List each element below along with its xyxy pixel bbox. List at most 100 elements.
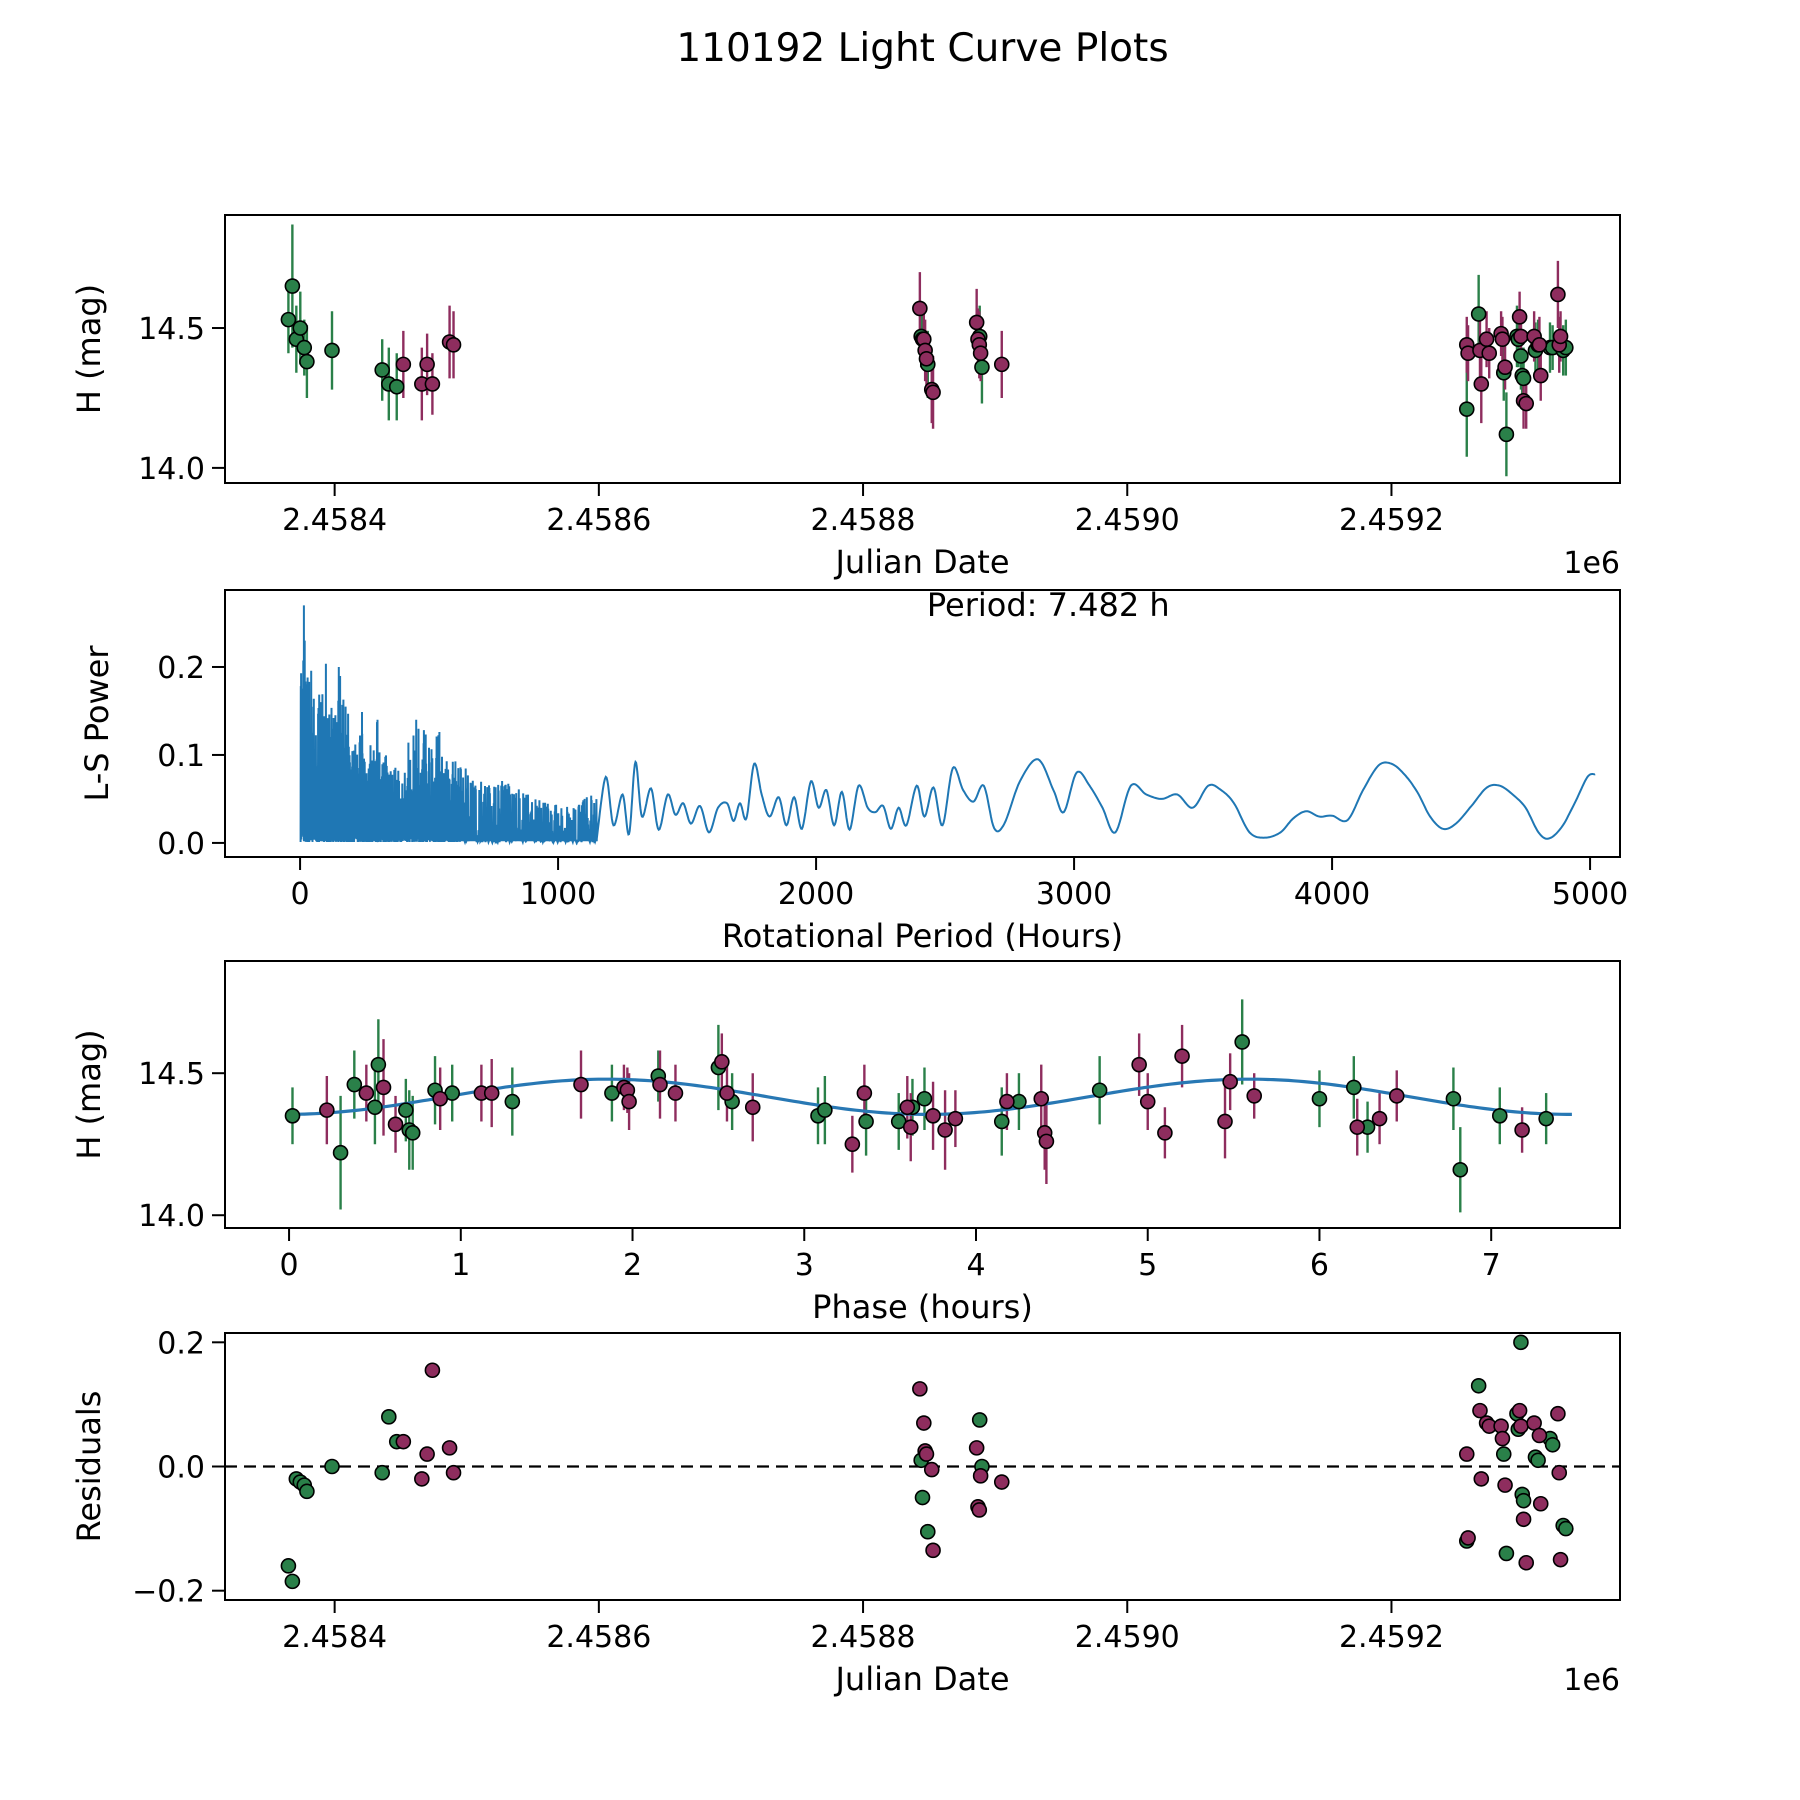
data-point-green <box>919 1523 936 1540</box>
data-point-maroon <box>1460 1530 1476 1546</box>
axis-offset-label: 1e6 <box>1563 1663 1620 1698</box>
data-point-green <box>324 1458 340 1475</box>
axis-offset-label: 1e6 <box>1563 546 1620 581</box>
data-point-maroon <box>902 1119 919 1135</box>
y-tick-label: 14.5 <box>138 1057 205 1092</box>
data-point-green <box>1470 1377 1487 1394</box>
data-point-maroon <box>1550 286 1566 303</box>
data-point-maroon <box>1033 1090 1050 1107</box>
data-point-maroon <box>1513 328 1529 345</box>
data-point-maroon <box>844 1136 861 1153</box>
y-axis-label: L-S Power <box>78 645 116 802</box>
x-tick-label: 2.4592 <box>1339 503 1444 538</box>
data-point-green <box>299 1483 315 1500</box>
data-point-green <box>504 1093 521 1110</box>
data-point-green <box>993 1113 1010 1130</box>
data-point-maroon <box>744 1099 761 1116</box>
data-point-maroon <box>918 350 935 367</box>
data-point-green <box>332 1144 349 1161</box>
data-point-maroon <box>1217 1113 1233 1130</box>
data-point-green <box>398 1102 414 1118</box>
data-point-maroon <box>419 356 435 373</box>
x-tick-label: 2.4586 <box>546 1620 651 1655</box>
data-point-green <box>916 1090 933 1107</box>
data-point-maroon <box>993 1474 1010 1490</box>
data-point-green <box>1498 426 1515 443</box>
figure-title: 110192 Light Curve Plots <box>676 26 1169 71</box>
y-tick-label: 0.2 <box>157 1326 205 1361</box>
data-point-maroon <box>1550 1405 1566 1422</box>
data-point-maroon <box>937 1122 953 1138</box>
data-point-maroon <box>1131 1056 1147 1073</box>
data-point-green <box>1091 1082 1108 1099</box>
x-tick-label: 2.4592 <box>1339 1620 1444 1655</box>
data-point-maroon <box>483 1085 500 1101</box>
data-point-green <box>1515 370 1532 387</box>
x-tick-label: 5 <box>1138 1248 1157 1283</box>
data-point-green <box>367 1099 383 1116</box>
plot-residuals: 2.4584 2.4586 2.4588 2.4590 2.4592 −0.2 0.0 0.2… <box>70 1326 1621 1698</box>
x-tick-label: 2.4584 <box>282 503 387 538</box>
x-tick-label: 3000 <box>1036 877 1112 912</box>
x-tick-label: 2.4586 <box>546 503 651 538</box>
data-point-green <box>1558 1520 1574 1537</box>
data-point-maroon <box>1551 1464 1568 1481</box>
data-point-maroon <box>414 1471 430 1487</box>
period-annotation: Period: 7.482 h <box>927 586 1170 624</box>
x-tick-label: 2 <box>623 1248 642 1283</box>
data-point-maroon <box>375 1079 392 1096</box>
data-point-maroon <box>395 1433 412 1450</box>
data-point-maroon <box>1473 376 1490 392</box>
x-tick-label: 1000 <box>520 877 596 912</box>
data-point-maroon <box>1481 345 1498 361</box>
axes-spines <box>224 589 1621 858</box>
data-point-maroon <box>972 1468 989 1484</box>
data-point-maroon <box>419 1446 435 1462</box>
data-point-green <box>374 362 391 378</box>
periodogram-line <box>299 605 1596 846</box>
data-point-maroon <box>856 1085 873 1101</box>
data-point-green <box>1445 1090 1462 1107</box>
data-point-maroon <box>918 1446 935 1462</box>
data-point-maroon <box>667 1085 684 1101</box>
data-point-maroon <box>923 1461 940 1478</box>
y-tick-label: 0.0 <box>157 827 205 862</box>
data-point-green <box>374 1464 391 1481</box>
data-point-maroon <box>1511 309 1528 325</box>
data-point-green <box>404 1125 421 1141</box>
x-tick-label: 2000 <box>778 877 854 912</box>
data-point-green <box>1452 1161 1469 1178</box>
x-tick-label: 4 <box>966 1248 985 1283</box>
data-point-green <box>974 359 990 375</box>
data-point-maroon <box>1494 331 1511 348</box>
data-point-maroon <box>1531 1427 1548 1444</box>
data-point-green <box>1311 1090 1328 1107</box>
x-tick-label: 5000 <box>1552 877 1628 912</box>
plot-light-curve: 2.4584 2.4586 2.4588 2.4590 2.4592 14.0 14.5 Ju… <box>70 214 1621 581</box>
data-point-maroon <box>432 1090 448 1107</box>
data-point-maroon <box>1478 331 1495 348</box>
data-point-maroon <box>1458 1446 1475 1462</box>
data-point-maroon <box>1552 328 1569 345</box>
data-point-green <box>292 320 309 336</box>
data-point-maroon <box>912 300 928 317</box>
data-point-green <box>1346 1079 1362 1096</box>
x-axis-label: Phase (hours) <box>812 1288 1033 1326</box>
data-point-maroon <box>1514 1122 1530 1138</box>
y-tick-label: 14.0 <box>138 1199 205 1234</box>
axes-spines <box>224 214 1621 484</box>
data-point-green <box>1513 348 1529 364</box>
x-tick-label: 2.4588 <box>811 503 916 538</box>
y-axis-label: H (mag) <box>70 1029 108 1159</box>
data-point-green <box>1530 1452 1546 1469</box>
data-point-maroon <box>1497 1477 1513 1493</box>
x-tick-label: 0 <box>280 1248 299 1283</box>
data-point-green <box>1513 1334 1529 1351</box>
data-point-maroon <box>993 356 1010 373</box>
data-point-maroon <box>1531 337 1548 353</box>
data-point-green <box>370 1056 387 1073</box>
data-point-maroon <box>1494 1430 1511 1447</box>
data-point-maroon <box>1349 1119 1366 1135</box>
